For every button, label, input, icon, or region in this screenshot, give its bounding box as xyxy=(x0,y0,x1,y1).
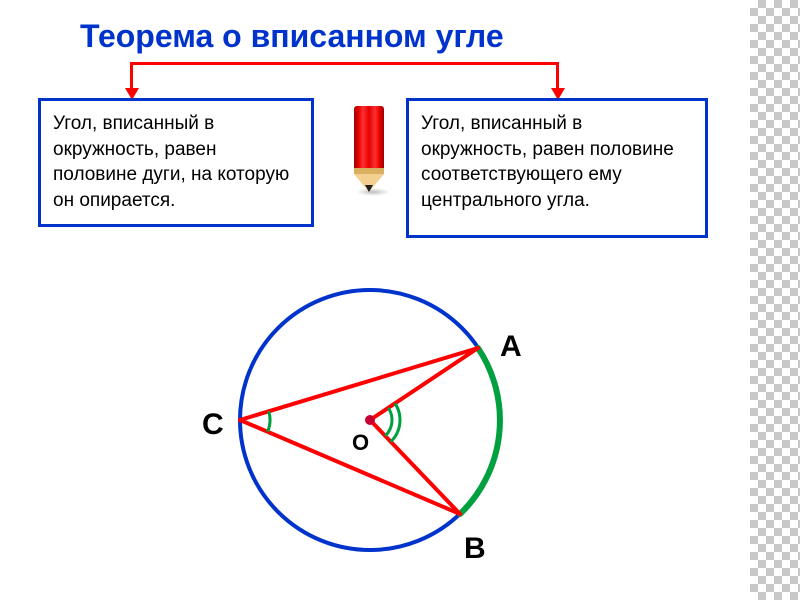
connector-vertical-left xyxy=(130,62,133,90)
connector-vertical-right xyxy=(556,62,559,90)
decorative-sidebar xyxy=(750,0,800,600)
connector-horizontal xyxy=(130,62,559,65)
definition-box-central-angle: Угол, вписанный в окружность, равен поло… xyxy=(406,98,708,238)
point-label-o: О xyxy=(352,430,369,456)
point-label-c: C xyxy=(202,408,224,442)
definition-text-arc: Угол, вписанный в окружность, равен поло… xyxy=(53,113,289,211)
pencil-icon xyxy=(354,106,384,192)
point-label-b: B xyxy=(464,532,486,566)
point-label-a: A xyxy=(500,330,522,364)
definition-text-central-angle: Угол, вписанный в окружность, равен поло… xyxy=(421,113,674,211)
page-title: Теорема о вписанном угле xyxy=(80,18,504,55)
diagram-svg xyxy=(200,260,560,600)
definition-box-arc: Угол, вписанный в окружность, равен поло… xyxy=(38,98,314,227)
inscribed-angle-diagram: A B C О xyxy=(200,260,560,605)
